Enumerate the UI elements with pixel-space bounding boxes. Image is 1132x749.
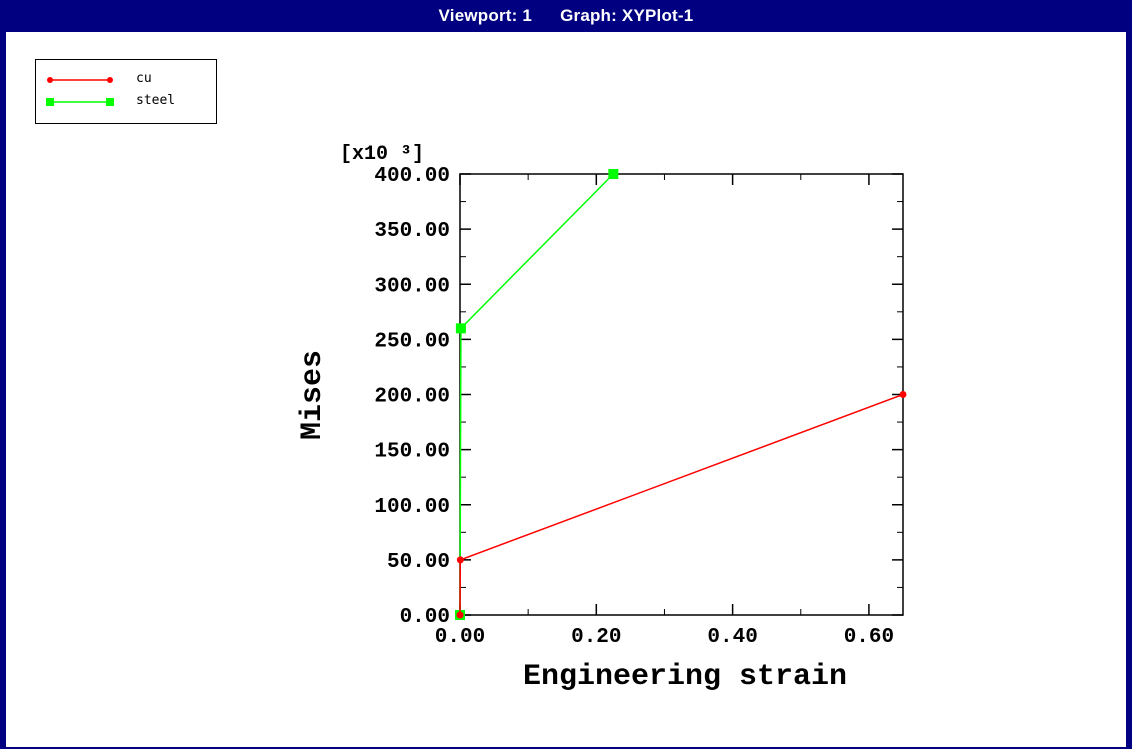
y-axis-label: Mises (296, 350, 330, 440)
series-line-steel (459, 173, 614, 616)
x-tick-labels: 0.00 0.20 0.40 0.60 (435, 626, 894, 649)
legend-label-steel: steel (136, 93, 176, 108)
legend-marker-steel (46, 98, 54, 106)
y-tick-label: 300.00 (374, 275, 450, 298)
data-point-cu (456, 556, 464, 564)
x-tick-label: 0.40 (707, 626, 757, 649)
data-point-cu (456, 611, 464, 619)
x-axis-label: Engineering strain (523, 660, 847, 694)
x-tick-label: 0.00 (435, 626, 485, 649)
y-tick-labels: 0.00 50.00 100.00 150.00 200.00 250.00 300.00 3… (374, 165, 450, 629)
legend-marker-cu (107, 77, 113, 83)
data-point-cu (899, 391, 907, 398)
data-point-steel (455, 323, 466, 334)
y-tick-label: 150.00 (374, 441, 450, 464)
legend-entry-cu: cu (36, 69, 216, 91)
legend-marker-cu (47, 77, 53, 83)
xy-plot: 0.00 50.00 100.00 150.00 200.00 250.00 300.00 3… (296, 143, 907, 694)
x-tick-label: 0.60 (844, 626, 894, 649)
legend: cu steel (35, 59, 217, 124)
legend-label-cu: cu (136, 71, 152, 86)
legend-swatch-steel (46, 98, 114, 106)
legend-marker-steel (106, 98, 114, 106)
y-tick-label: 400.00 (374, 165, 450, 188)
y-tick-label: 50.00 (387, 551, 450, 574)
viewport-label: Viewport: 1 (438, 6, 533, 25)
legend-swatch-cu (47, 77, 113, 83)
y-tick-label: 250.00 (374, 330, 450, 353)
legend-entry-steel: steel (36, 91, 216, 113)
y-tick-label: 0.00 (400, 606, 450, 629)
plot-frame (459, 173, 904, 616)
viewport-title-bar: Viewport: 1 Graph: XYPlot-1 (0, 0, 1132, 32)
data-point-steel (608, 169, 619, 179)
series-layer (455, 169, 907, 620)
series-line-cu (459, 393, 904, 616)
y-multiplier-label: [x10 ³] (340, 143, 424, 166)
tick-marks (459, 173, 903, 616)
y-tick-label: 200.00 (374, 386, 450, 409)
y-tick-label: 100.00 (374, 496, 450, 519)
x-tick-label: 0.20 (571, 626, 621, 649)
graph-label: Graph: XYPlot-1 (560, 6, 694, 25)
y-tick-label: 350.00 (374, 220, 450, 243)
